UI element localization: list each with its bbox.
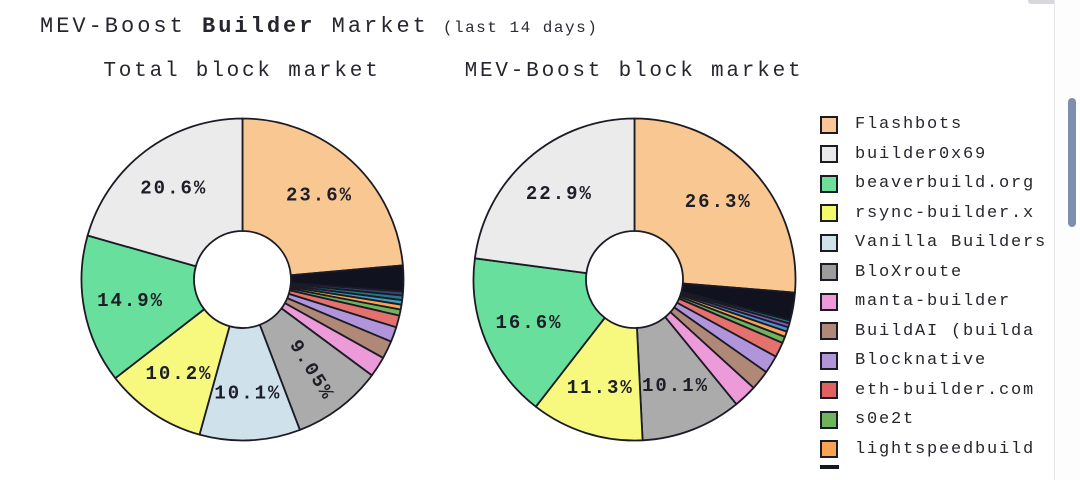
pie-label-bloxroute: 10.1%	[642, 375, 709, 397]
pie-label-flashbots: 23.6%	[286, 184, 353, 206]
pie-label-rsync-builder-x: 11.3%	[567, 377, 634, 399]
legend-item-vanilla-builders: Vanilla Builders	[820, 228, 1047, 258]
legend-label: Vanilla Builders	[855, 233, 1048, 253]
browser-ui-fragment	[1028, 0, 1058, 4]
legend-swatch	[820, 145, 838, 164]
pie-label-rsync-builder-x: 10.2%	[145, 363, 212, 385]
legend-label: Blocknative	[855, 351, 988, 371]
pie-label-builder0x69: 22.9%	[526, 183, 593, 205]
legend-swatch	[820, 263, 838, 282]
legend-label: BuildAI (builda	[855, 321, 1036, 341]
legend-label: builder0x69	[855, 144, 988, 164]
legend-item-buildai-builda: BuildAI (builda	[820, 317, 1047, 347]
pie-label-vanilla-builders: 10.1%	[214, 382, 281, 404]
legend-label: eth-builder.com	[855, 380, 1036, 400]
legend-label: BloXroute	[855, 262, 964, 282]
pie-label-builder0x69: 20.6%	[140, 178, 207, 200]
pie-slice-rsync-builder-x	[534, 316, 644, 442]
legend-swatch	[820, 174, 838, 193]
legend-swatch	[820, 351, 838, 370]
legend-item-builder0x69: builder0x69	[820, 140, 1047, 170]
legend-item-flashbots: Flashbots	[820, 110, 1047, 140]
legend-truncated-swatch	[820, 465, 839, 469]
legend-swatch	[820, 410, 838, 429]
legend-label: manta-builder	[855, 292, 1012, 312]
subtitle-mev-boost-block-market: MEV-Boost block market	[464, 60, 804, 83]
pie-slice-builder0x69	[86, 117, 244, 268]
chart-legend: Flashbots builder0x69 beaverbuild.org rsync…	[820, 110, 1047, 469]
title-part1: MEV-Boost	[40, 14, 186, 39]
pie-slice-flashbots	[241, 117, 404, 277]
legend-swatch	[820, 233, 838, 252]
legend-label: rsync-builder.x	[855, 203, 1036, 223]
title-note: (last 14 days)	[442, 19, 599, 37]
legend-item-manta-builder: manta-builder	[820, 287, 1047, 317]
pie-label-beaverbuild-org: 14.9%	[97, 290, 164, 312]
legend-item-eth-builder-com: eth-builder.com	[820, 376, 1047, 406]
legend-swatch	[820, 322, 838, 341]
pie-slice-beaverbuild-org	[80, 234, 206, 380]
donut-chart-mev-boost-block-market: 26.3% 10.1% 11.3% 16.6% 22.9%	[472, 117, 797, 442]
legend-swatch	[820, 115, 838, 134]
legend-swatch	[820, 440, 838, 459]
legend-swatch	[820, 381, 838, 400]
pie-label-flashbots: 26.3%	[685, 191, 752, 213]
scrollbar-thumb[interactable]	[1068, 98, 1076, 227]
pie-slice-beaverbuild-org	[472, 257, 606, 408]
subtitle-total-block-market: Total block market	[103, 60, 381, 83]
scrollbar-track[interactable]	[1054, 0, 1080, 480]
donut-chart-total-block-market: 23.6%9.05%10.1%10.2%14.9%20.6%	[80, 117, 405, 442]
pie-slice-flashbots	[633, 117, 797, 294]
legend-item-blocknative: Blocknative	[820, 346, 1047, 376]
legend-swatch	[820, 204, 838, 223]
title-bold-word: Builder	[202, 14, 316, 39]
legend-swatch	[820, 292, 838, 311]
legend-item-s0e2t: s0e2t	[820, 405, 1047, 435]
legend-item-beaverbuild-org: beaverbuild.org	[820, 169, 1047, 199]
legend-label: lightspeedbuild	[855, 439, 1036, 459]
legend-label: beaverbuild.org	[855, 174, 1036, 194]
pie-slice-builder0x69	[474, 117, 636, 275]
figure-title: MEV-Boost Builder Market (last 14 days)	[40, 14, 598, 39]
title-part3: Market	[331, 14, 429, 39]
legend-label: s0e2t	[855, 410, 916, 430]
legend-item-lightspeedbuild: lightspeedbuild	[820, 435, 1047, 465]
legend-item-rsync-builder-x: rsync-builder.x	[820, 199, 1047, 229]
legend-label: Flashbots	[855, 115, 964, 135]
pie-label-beaverbuild-org: 16.6%	[495, 312, 562, 334]
legend-item-bloxroute: BloXroute	[820, 258, 1047, 288]
